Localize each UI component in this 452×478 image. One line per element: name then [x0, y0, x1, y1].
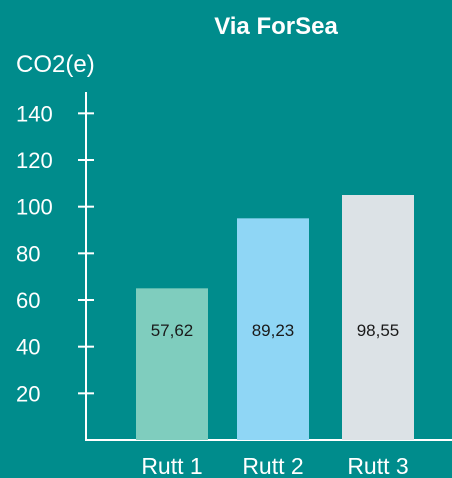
y-tick-label: 40 — [16, 335, 40, 360]
bars — [136, 195, 414, 440]
y-tick-label: 120 — [16, 148, 53, 173]
y-tick-label: 20 — [16, 381, 40, 406]
y-tick-label: 60 — [16, 288, 40, 313]
bar-value-label: 89,23 — [252, 321, 295, 340]
labels: 57,62 Rutt 1 89,23 Rutt 2 98,55 Rutt 3 — [141, 321, 408, 478]
x-category-label: Rutt 1 — [141, 453, 202, 478]
y-axis-label: CO2(e) — [16, 51, 95, 78]
bar — [136, 288, 208, 440]
bar — [237, 218, 309, 440]
bar — [342, 195, 414, 440]
chart-title: Via ForSea — [214, 13, 338, 40]
x-category-label: Rutt 3 — [347, 453, 408, 478]
bar-value-label: 98,55 — [357, 321, 400, 340]
x-category-label: Rutt 2 — [242, 453, 303, 478]
y-tick-label: 140 — [16, 101, 53, 126]
bar-value-label: 57,62 — [151, 321, 194, 340]
y-tick-label: 100 — [16, 195, 53, 220]
y-tick-label: 80 — [16, 241, 40, 266]
